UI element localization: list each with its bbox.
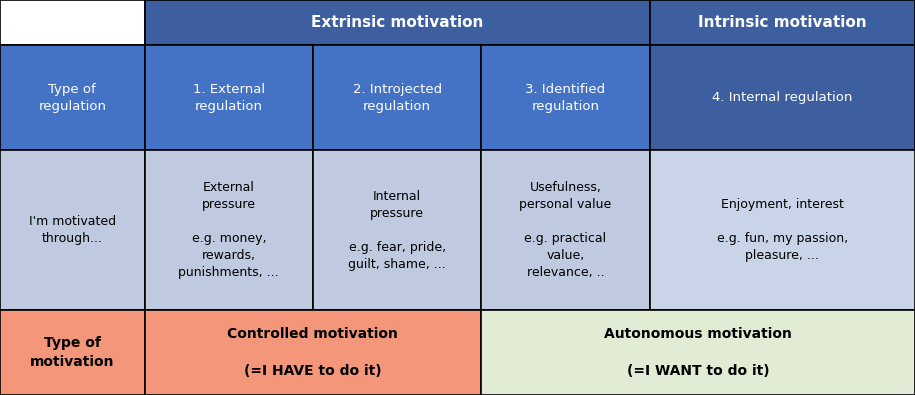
Bar <box>0 310 145 395</box>
Bar <box>313 150 481 310</box>
Text: Internal
pressure

e.g. fear, pride,
guilt, shame, ...: Internal pressure e.g. fear, pride, guil… <box>349 190 446 271</box>
Bar <box>650 0 915 45</box>
Bar <box>0 45 145 150</box>
Text: I'm motivated
through...: I'm motivated through... <box>28 215 116 245</box>
Text: Extrinsic motivation: Extrinsic motivation <box>311 15 483 30</box>
Text: 3. Identified
regulation: 3. Identified regulation <box>525 83 606 113</box>
Text: External
pressure

e.g. money,
rewards,
punishments, ...: External pressure e.g. money, rewards, p… <box>178 181 279 279</box>
Text: Autonomous motivation

(=I WANT to do it): Autonomous motivation (=I WANT to do it) <box>604 327 792 378</box>
Bar <box>481 150 650 310</box>
Bar <box>145 310 481 395</box>
Bar <box>145 45 313 150</box>
Bar <box>481 45 650 150</box>
Text: Enjoyment, interest

e.g. fun, my passion,
pleasure, ...: Enjoyment, interest e.g. fun, my passion… <box>716 198 848 262</box>
Bar <box>145 0 650 45</box>
Text: Controlled motivation

(=I HAVE to do it): Controlled motivation (=I HAVE to do it) <box>228 327 398 378</box>
Text: Type of
regulation: Type of regulation <box>38 83 106 113</box>
Bar <box>650 45 915 150</box>
Text: Usefulness,
personal value

e.g. practical
value,
relevance, ..: Usefulness, personal value e.g. practica… <box>520 181 611 279</box>
Text: 1. External
regulation: 1. External regulation <box>193 83 264 113</box>
Bar <box>481 310 915 395</box>
Bar <box>0 0 145 45</box>
Text: Intrinsic motivation: Intrinsic motivation <box>698 15 867 30</box>
Bar <box>313 45 481 150</box>
Bar <box>145 150 313 310</box>
Bar <box>650 150 915 310</box>
Text: 4. Internal regulation: 4. Internal regulation <box>712 91 853 104</box>
Bar <box>0 150 145 310</box>
Text: Type of
motivation: Type of motivation <box>30 336 114 369</box>
Text: 2. Introjected
regulation: 2. Introjected regulation <box>352 83 442 113</box>
